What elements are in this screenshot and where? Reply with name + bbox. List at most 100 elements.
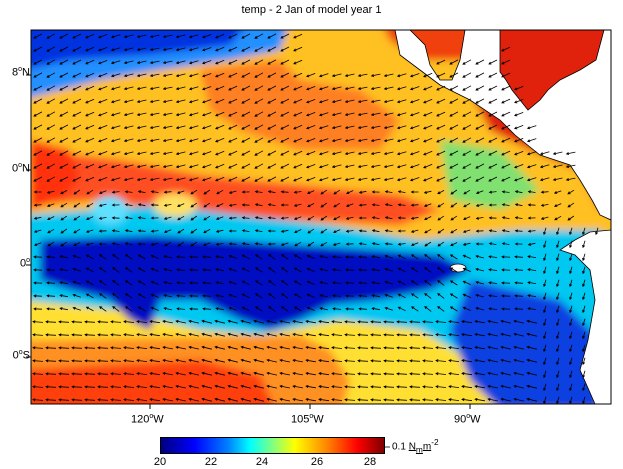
wind-vector (228, 150, 238, 156)
wind-vector (163, 190, 172, 194)
wind-vector (136, 398, 148, 402)
wind-vector (216, 203, 224, 207)
wind-vector (268, 306, 276, 312)
wind-vector (292, 397, 303, 402)
wind-vector (45, 333, 57, 337)
equatorial-cold-tongue (40, 235, 470, 330)
wind-vector (202, 125, 212, 130)
wind-vector (409, 125, 420, 130)
wind-vector (527, 216, 536, 220)
wind-vector (514, 138, 524, 143)
wind-vector (241, 59, 251, 65)
wind-vector (383, 320, 395, 324)
wind-vector (371, 190, 380, 194)
wind-vector (280, 46, 290, 52)
wind-vector (448, 359, 460, 363)
wind-vector (556, 305, 560, 314)
wind-vector (293, 137, 303, 143)
wind-vector (84, 320, 96, 324)
wind-vector (45, 398, 57, 402)
wind-vector (33, 163, 43, 169)
wind-vector (228, 306, 237, 311)
wind-vector (85, 254, 94, 260)
wind-vector (266, 384, 277, 389)
wind-vector (241, 254, 250, 260)
wind-vector (267, 216, 276, 220)
wind-vector (177, 241, 185, 247)
wind-vector (318, 177, 329, 182)
wind-vector (137, 254, 146, 260)
wind-vector (59, 150, 69, 156)
wind-vector (281, 254, 289, 260)
wind-vector (306, 86, 316, 91)
wind-vector (292, 319, 303, 324)
wind-vector (435, 398, 447, 402)
wind-vector (384, 306, 393, 311)
wind-vector (46, 98, 56, 104)
wind-vector (475, 268, 484, 272)
wind-vector (306, 254, 315, 259)
wind-vector (97, 333, 109, 337)
wind-vector (202, 164, 212, 169)
wind-vector (371, 307, 380, 311)
wind-vector-field (32, 33, 599, 404)
wind-vector (202, 73, 212, 78)
wind-vector (409, 372, 421, 376)
wind-vector (462, 229, 471, 233)
wind-vector (448, 372, 460, 376)
wind-vector (357, 164, 368, 168)
wind-vector (569, 357, 573, 366)
wind-vector (136, 359, 148, 363)
wind-vector (188, 47, 199, 52)
wind-vector (123, 138, 134, 143)
wind-vector (410, 190, 419, 194)
wind-vector (253, 371, 264, 376)
wind-vector (268, 254, 276, 260)
wind-vector (241, 229, 250, 233)
wind-vector (267, 242, 276, 246)
wind-vector (527, 268, 537, 272)
wind-vector (98, 73, 108, 78)
wind-vector (358, 242, 367, 246)
wind-vector (162, 164, 173, 168)
wind-vector (582, 253, 586, 262)
wind-vector (281, 267, 289, 273)
wind-vector (305, 359, 316, 363)
wind-vector (175, 99, 186, 104)
wind-vector (227, 332, 238, 337)
wind-vector (488, 59, 498, 65)
wind-vector (188, 319, 199, 324)
wind-vector (488, 268, 498, 272)
wind-vector (98, 112, 108, 117)
wind-vector (345, 203, 354, 207)
temperature-colorbar (160, 437, 385, 454)
wind-vector (422, 333, 434, 337)
wind-vector (33, 190, 42, 194)
wind-vector (280, 229, 289, 233)
wind-vector (556, 318, 560, 327)
wind-vector (370, 333, 382, 337)
wind-vector (136, 138, 147, 143)
west-eddy (92, 196, 128, 224)
wind-vector (136, 372, 148, 376)
wind-vector (332, 242, 341, 246)
wind-vector (241, 72, 251, 78)
wind-vector (84, 385, 96, 389)
wind-vector (306, 267, 315, 272)
wind-vector (162, 34, 173, 38)
wind-vector (318, 99, 329, 104)
wind-vector (293, 306, 302, 312)
map-title: temp - 2 Jan of model year 1 (241, 4, 382, 16)
wind-vector (397, 267, 406, 273)
wind-vector (513, 371, 524, 376)
wind-vector (526, 384, 537, 389)
wind-vector (150, 229, 159, 233)
wind-vector (487, 319, 498, 324)
wind-vector (280, 176, 290, 182)
wind-vector (462, 59, 472, 65)
wind-vector (255, 293, 263, 299)
wind-vector (255, 280, 263, 286)
wind-vector (423, 124, 433, 130)
wind-vector (164, 242, 172, 247)
wind-vector (73, 242, 81, 247)
